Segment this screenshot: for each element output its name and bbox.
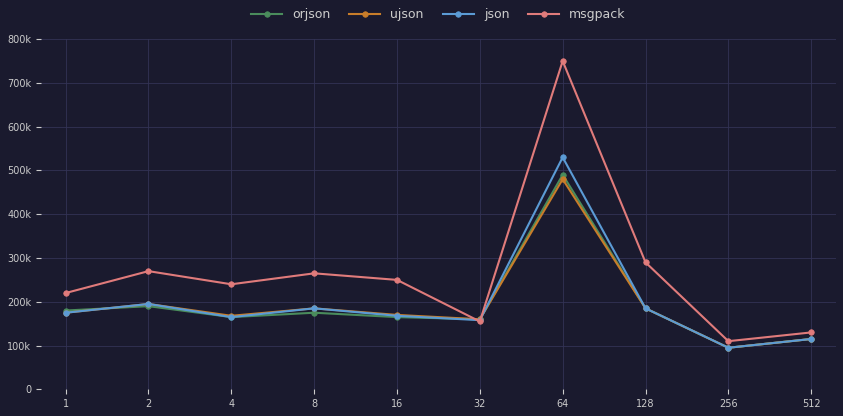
json [309,306,319,311]
msgpack [806,330,816,335]
Line: json: json [63,155,814,351]
json [557,155,567,160]
msgpack [723,339,733,344]
json [641,306,651,311]
orjson [61,308,71,313]
msgpack [226,282,236,287]
ujson [309,306,319,311]
ujson [557,177,567,182]
ujson [392,312,402,317]
ujson [723,345,733,350]
json [143,302,153,307]
orjson [557,172,567,177]
msgpack [475,319,485,324]
json [475,318,485,323]
json [723,345,733,350]
json [61,310,71,315]
ujson [61,310,71,315]
msgpack [557,59,567,64]
Line: orjson: orjson [63,172,814,351]
json [226,314,236,319]
ujson [143,302,153,307]
orjson [226,314,236,319]
ujson [641,306,651,311]
orjson [806,337,816,342]
Line: ujson: ujson [63,176,814,351]
orjson [309,310,319,315]
msgpack [392,277,402,282]
Legend: orjson, ujson, json, msgpack: orjson, ujson, json, msgpack [246,3,631,26]
ujson [806,337,816,342]
orjson [392,314,402,319]
Line: msgpack: msgpack [63,58,814,344]
msgpack [309,271,319,276]
ujson [226,313,236,318]
orjson [723,345,733,350]
ujson [475,317,485,322]
msgpack [61,290,71,295]
json [806,337,816,342]
msgpack [641,260,651,265]
orjson [475,317,485,322]
msgpack [143,269,153,274]
json [392,313,402,318]
orjson [641,306,651,311]
orjson [143,304,153,309]
